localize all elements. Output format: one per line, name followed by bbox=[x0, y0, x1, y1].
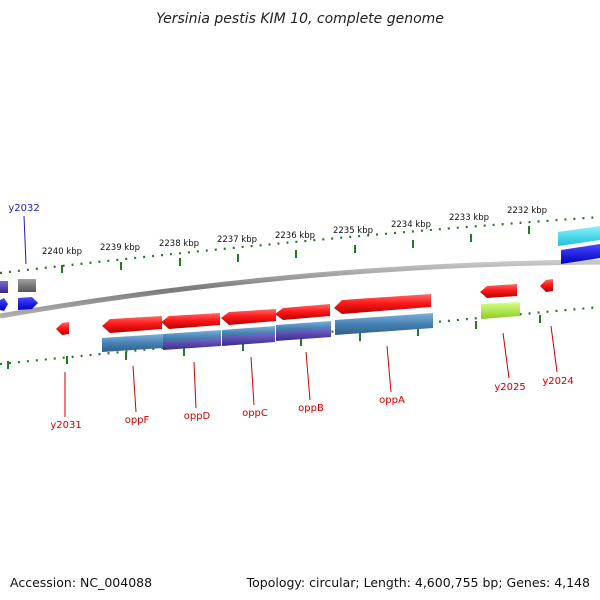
cyan-feature bbox=[558, 226, 600, 246]
gene-label-oppC: oppC bbox=[242, 408, 268, 419]
oppD-domain-bar bbox=[163, 338, 221, 350]
gene-label-y2031: y2031 bbox=[50, 420, 81, 431]
scale-label: 2233 kbp bbox=[449, 213, 489, 223]
oppC-gene-arrow bbox=[221, 309, 276, 325]
gene-label-y2032: y2032 bbox=[8, 203, 39, 214]
map-title: Yersinia pestis KIM 10, complete genome bbox=[156, 11, 444, 27]
partial-purple-feature bbox=[0, 281, 8, 293]
y2025-cds-bar bbox=[481, 302, 520, 319]
gene-label-y2025: y2025 bbox=[494, 382, 525, 393]
y2031-gene-arrow bbox=[56, 322, 69, 335]
scale-label: 2235 kbp bbox=[333, 226, 373, 236]
oppC-domain-bar bbox=[222, 333, 275, 346]
oppA-cds-bar bbox=[335, 313, 433, 335]
oppB-gene-arrow bbox=[275, 304, 330, 320]
leader-line bbox=[132, 365, 137, 413]
blue-arrow-feature bbox=[18, 297, 38, 310]
oppF-gene-arrow bbox=[102, 316, 162, 333]
gene-label-oppD: oppD bbox=[184, 411, 211, 422]
scale-label: 2240 kbp bbox=[42, 247, 82, 257]
scale-label: 2234 kbp bbox=[391, 220, 431, 230]
gene-label-oppA: oppA bbox=[379, 395, 405, 406]
scale-label: 2238 kbp bbox=[159, 239, 199, 249]
inner-scale-major-ticks bbox=[7, 315, 541, 369]
label-leaders bbox=[64, 325, 558, 417]
oppD-gene-arrow bbox=[161, 313, 220, 329]
oppF-cds-bar bbox=[102, 334, 163, 352]
leader-line bbox=[550, 325, 558, 373]
scale-label: 2236 kbp bbox=[275, 231, 315, 241]
oppB-domain-bar bbox=[276, 328, 331, 341]
gene-label-oppB: oppB bbox=[298, 403, 324, 414]
blue-arrow-feature bbox=[0, 298, 8, 311]
leader-line bbox=[305, 351, 311, 401]
leader-line bbox=[502, 332, 510, 379]
blue-feature bbox=[561, 244, 600, 264]
oppA-gene-arrow bbox=[334, 294, 431, 314]
leader-line bbox=[250, 356, 255, 406]
gene-label-y2024: y2024 bbox=[542, 376, 573, 387]
y2024-gene-arrow bbox=[540, 279, 553, 292]
gene-label-oppF: oppF bbox=[125, 415, 150, 426]
outer-scale-major-ticks bbox=[61, 226, 530, 273]
outer-scale-labels: 2240 kbp 2239 kbp 2238 kbp 2237 kbp 2236… bbox=[42, 206, 547, 257]
genome-summary-text: Topology: circular; Length: 4,600,755 bp… bbox=[246, 575, 590, 590]
leader-line bbox=[193, 361, 197, 409]
leader-line bbox=[386, 345, 392, 393]
scale-label: 2232 kbp bbox=[507, 206, 547, 216]
leader-line bbox=[23, 215, 27, 265]
y2025-gene-arrow bbox=[480, 284, 517, 298]
scale-label: 2237 kbp bbox=[217, 235, 257, 245]
scale-label: 2239 kbp bbox=[100, 243, 140, 253]
gray-feature bbox=[18, 279, 36, 292]
genome-backbone bbox=[0, 259, 600, 319]
accession-text: Accession: NC_004088 bbox=[10, 575, 153, 590]
